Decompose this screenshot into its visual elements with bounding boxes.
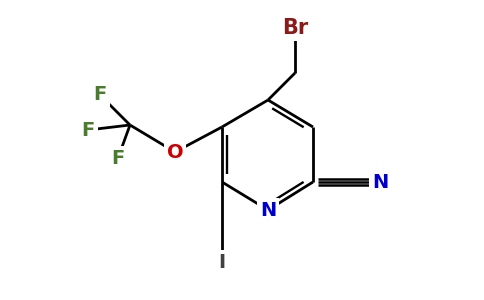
Text: F: F: [81, 121, 95, 140]
Text: N: N: [372, 172, 388, 191]
Text: N: N: [260, 200, 276, 220]
Text: I: I: [218, 253, 226, 272]
Text: F: F: [93, 85, 106, 104]
Text: O: O: [166, 142, 183, 161]
Text: F: F: [111, 148, 124, 167]
Text: Br: Br: [282, 18, 308, 38]
